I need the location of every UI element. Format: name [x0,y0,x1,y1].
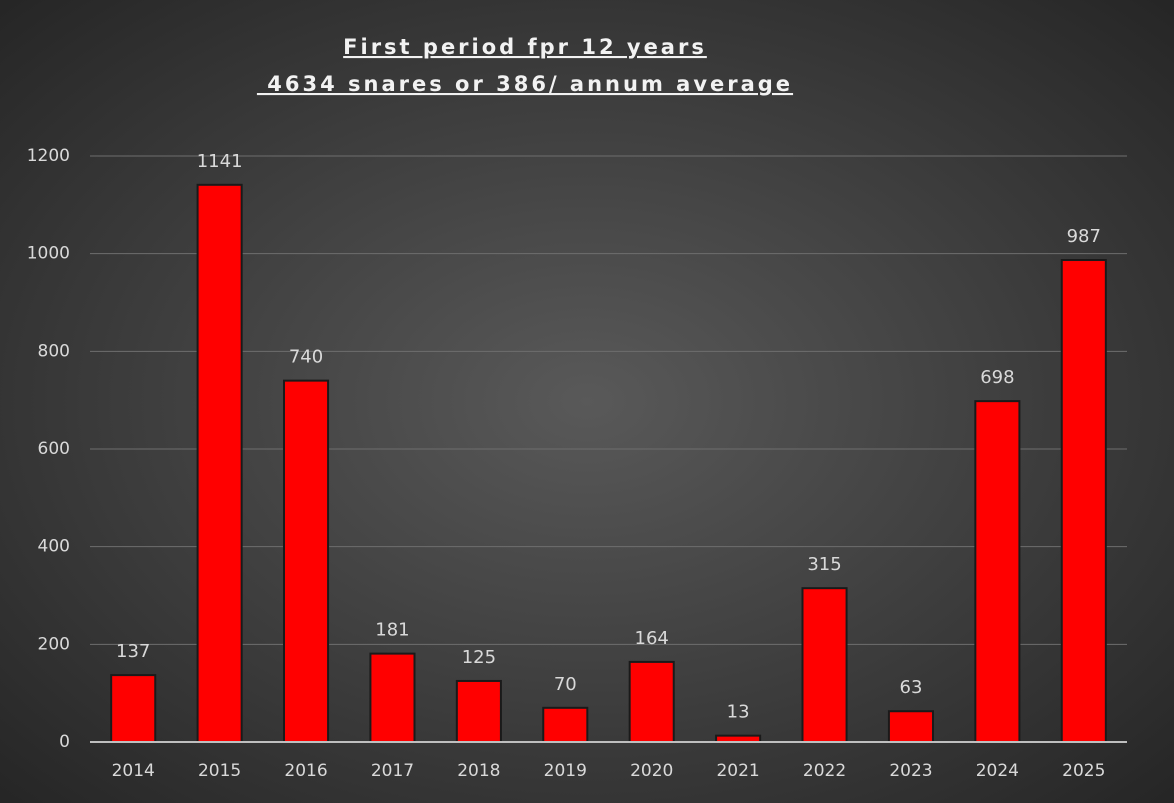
x-tick-label: 2016 [284,761,327,781]
bar [369,652,416,744]
data-label: 70 [554,674,577,695]
bar [628,660,675,743]
data-label: 987 [1067,226,1101,247]
x-tick-label: 2024 [976,761,1019,781]
x-tick-label: 2015 [198,761,241,781]
y-tick-label: 1200 [27,146,70,166]
data-label: 315 [807,554,841,575]
data-label: 13 [727,702,750,723]
data-label: 137 [116,641,150,662]
x-tick-label: 2025 [1062,761,1105,781]
data-label: 740 [289,347,323,368]
bar [542,706,589,743]
x-tick-label: 2023 [889,761,932,781]
bar [283,379,330,743]
chart-title: First period fpr 12 years [343,35,707,59]
bar [455,679,502,743]
x-tick-label: 2014 [112,761,155,781]
x-tick-label: 2021 [716,761,759,781]
x-tick-label: 2018 [457,761,500,781]
bar [196,183,243,744]
x-tick-label: 2020 [630,761,673,781]
bar [974,400,1021,743]
y-tick-label: 600 [38,439,70,459]
y-tick-label: 0 [59,732,70,752]
bar [887,710,934,743]
x-tick-label: 2019 [544,761,587,781]
x-tick-label: 2017 [371,761,414,781]
bar [801,587,848,743]
data-label: 125 [462,647,496,668]
y-tick-label: 1000 [27,244,70,264]
chart-subtitle: 4634 snares or 386/ annum average [257,72,793,96]
x-tick-label: 2022 [803,761,846,781]
y-tick-label: 200 [38,634,70,654]
bar [1060,259,1107,743]
y-tick-label: 800 [38,341,70,361]
data-label: 1141 [197,151,243,172]
data-label: 698 [980,367,1014,388]
bar [110,674,157,743]
data-label: 63 [900,677,923,698]
data-label: 164 [635,628,669,649]
data-label: 181 [375,620,409,641]
y-tick-label: 400 [38,537,70,557]
